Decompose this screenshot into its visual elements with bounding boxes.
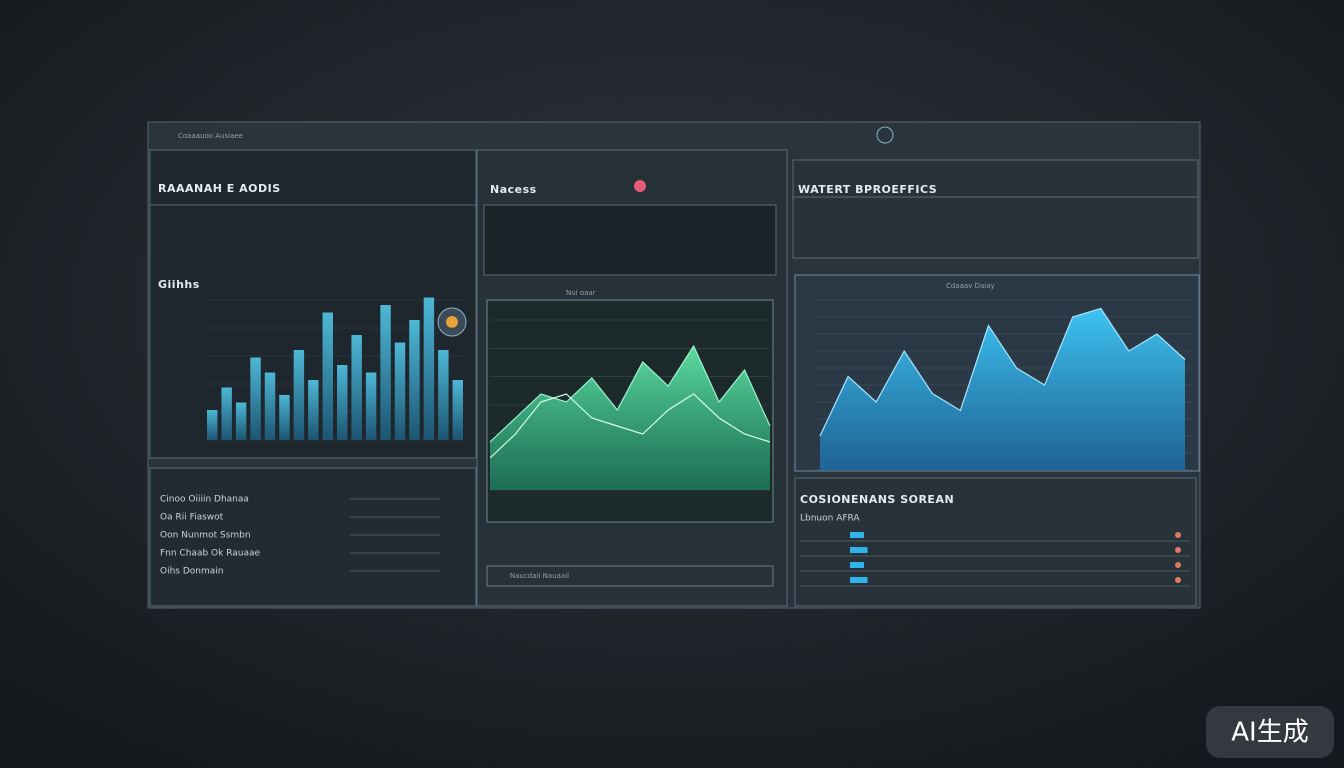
row-label: Cinoo Oiiiin Dhanaa	[160, 495, 249, 505]
panel-title: RAAANAH E AODIS	[158, 182, 281, 195]
icon	[634, 180, 646, 192]
green-trend-line	[489, 393, 771, 459]
panel-title: Nacess	[490, 183, 537, 196]
panel	[794, 477, 1197, 607]
row-label: Fnn Chaab Ok Rauaae	[160, 549, 261, 559]
green-area-line	[489, 344, 771, 443]
bar	[308, 380, 319, 440]
blue-area-line	[819, 307, 1186, 437]
list-subtitle: Lbnuon AFRA	[800, 514, 860, 524]
row-label: Oihs Donmain	[160, 567, 223, 577]
watermark-box	[1206, 706, 1334, 758]
chart-title: Nui oaar	[566, 289, 596, 297]
panel	[483, 204, 777, 276]
list-bar	[850, 577, 868, 583]
panel	[149, 467, 477, 607]
chart-title: Cdaaav Daiay	[946, 282, 995, 290]
bar	[380, 305, 391, 440]
status-dot	[1175, 577, 1181, 583]
green-area-fill	[490, 346, 770, 490]
list-bar	[850, 532, 864, 538]
list-bar	[850, 562, 864, 568]
bar	[452, 380, 463, 440]
row-label: Oa Rii Fiaswot	[160, 513, 224, 523]
bar	[264, 372, 276, 440]
bar	[438, 350, 449, 440]
footer: Naucdaii Nauaaii	[510, 572, 569, 580]
icon	[446, 316, 458, 328]
panel	[486, 565, 774, 587]
panel-subtitle: Giihhs	[158, 278, 200, 291]
bar	[365, 372, 377, 440]
bar	[423, 297, 435, 440]
row-label: Oon Nunmot Ssmbn	[160, 531, 251, 541]
panel	[792, 159, 1199, 259]
icon	[876, 126, 894, 144]
status-dot	[1175, 562, 1181, 568]
status-dot	[1175, 547, 1181, 553]
list-bar	[850, 547, 868, 553]
bar	[293, 350, 305, 440]
list-title: COSIONENANS SOREAN	[800, 493, 954, 506]
bar	[279, 395, 290, 440]
bar	[207, 410, 218, 440]
blue-area-fill	[820, 308, 1185, 470]
panel-title: WATERT BPROEFFICS	[798, 183, 937, 196]
status-dot	[1175, 532, 1181, 538]
bar	[351, 335, 362, 440]
bar	[337, 365, 348, 440]
bar	[221, 387, 232, 440]
watermark: AI生成	[1231, 718, 1308, 748]
bar	[322, 312, 333, 440]
bar	[250, 357, 261, 440]
bar	[235, 402, 247, 440]
bar	[394, 342, 406, 440]
window-title: Coaaauoo Ausiaee	[178, 132, 243, 140]
bar	[409, 320, 420, 440]
